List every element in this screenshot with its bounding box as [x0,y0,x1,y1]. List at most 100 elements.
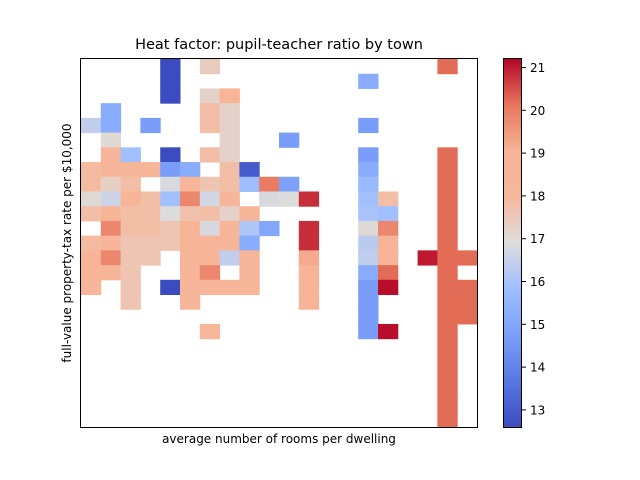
chart-title: Heat factor: pupil-teacher ratio by town [135,37,423,53]
heatmap-cell [437,338,458,354]
heatmap-cell [378,206,399,222]
heatmap-cell [120,191,141,207]
heatmap-cell [140,191,161,207]
heatmap-cell [358,206,379,222]
heatmap-cell [199,103,221,119]
heatmap-cell [100,176,122,192]
heatmap-cell [437,147,458,163]
heatmap-cell [100,117,122,134]
heatmap-cell [199,176,221,192]
heatmap-cell [81,162,102,178]
heatmap-cell [160,73,181,89]
colorbar-tick-label: 13 [530,403,545,417]
heatmap-cell [160,59,181,75]
heatmap-cell [219,279,240,296]
heatmap-cell [298,279,320,296]
heatmap-cell [219,132,240,148]
heatmap-cell [279,191,300,207]
heatmap-cell [239,265,260,281]
colorbar-ticks: 13 14 15 16 17 18 19 20 21 [522,61,545,417]
colorbar-tick-label: 19 [530,147,545,161]
heatmap-cell [358,250,379,266]
heatmap-cell [437,206,458,222]
heatmap-cell [120,265,141,281]
heatmap-cell [239,235,260,251]
heatmap-cell [140,250,161,266]
heatmap-cell [298,250,320,266]
heatmap-cell [239,206,260,222]
heatmap-cell [358,162,379,178]
heatmap-cell [120,162,141,178]
heatmap-cell [298,265,320,281]
heatmap-cell [239,220,260,237]
heatmap-cell [199,191,221,207]
heatmap-cell [199,265,221,281]
heatmap-cell [199,206,221,222]
heatmap-cell [259,191,280,207]
heatmap-cell [120,176,141,192]
heatmap-cell [120,206,141,222]
heatmap-cell [219,88,240,104]
heatmap-cell [160,206,181,222]
heatmap-cell [358,323,379,340]
heatmap-cell [160,191,181,207]
heatmap-cell [239,250,260,266]
heatmap-cell [199,220,221,237]
heatmap-cell [378,250,399,266]
heatmap-cell [100,103,122,119]
heatmap-cell [279,176,300,192]
heatmap-cell [120,279,141,296]
heatmap-cell [120,235,141,251]
heatmap-cell [140,206,161,222]
heatmap-cell [81,235,102,251]
colorbar-tick-label: 15 [530,318,545,332]
heatmap-cell [457,279,478,296]
heatmap-cell [437,235,458,251]
heatmap-cell [199,147,221,163]
heatmap-cell [378,220,399,237]
heatmap-cell [358,220,379,237]
heatmap-cell [358,309,379,325]
plot-frame [80,58,478,428]
heatmap-cell [457,294,478,310]
heatmap-cell [378,191,399,207]
heatmap-cell [259,220,280,237]
heatmap-cell [437,323,458,340]
heatmap-cell [358,279,379,296]
colorbar-tick-label: 20 [530,104,545,118]
heatmap-cell [140,162,161,178]
heatmap-cell [219,103,240,119]
heatmap-cell [219,220,240,237]
heatmap-cell [437,294,458,310]
heatmap-cell [180,265,201,281]
heatmap-cell [81,117,102,134]
heatmap-cell [378,265,399,281]
heatmap-cell [279,132,300,148]
colorbar-tick-label: 18 [530,189,545,203]
heatmap-cell [81,191,102,207]
heatmap-cell [140,235,161,251]
heatmap-cell [199,88,221,104]
heatmap-cell [120,250,141,266]
heatmap-cell [199,117,221,134]
heatmap-cell [219,117,240,134]
heatmap-cell [180,235,201,251]
heatmap-cell [239,279,260,296]
heatmap-cell [160,176,181,192]
heatmap-cell [437,59,458,75]
heatmap-cell [219,176,240,192]
heatmap-cell [160,162,181,178]
heatmap-cell [219,191,240,207]
heatmap-cell [219,250,240,266]
heatmap-cell [378,279,399,296]
heatmap-cell [100,250,122,266]
colorbar-tick-label: 14 [530,361,545,375]
heatmap-cell [219,235,240,251]
heatmap-cell [259,176,280,192]
heatmap-cell [180,162,201,178]
heatmap-cell [100,206,122,222]
heatmap-cell [437,353,458,369]
heatmap-cell [358,117,379,134]
heatmap-cell [437,250,458,266]
